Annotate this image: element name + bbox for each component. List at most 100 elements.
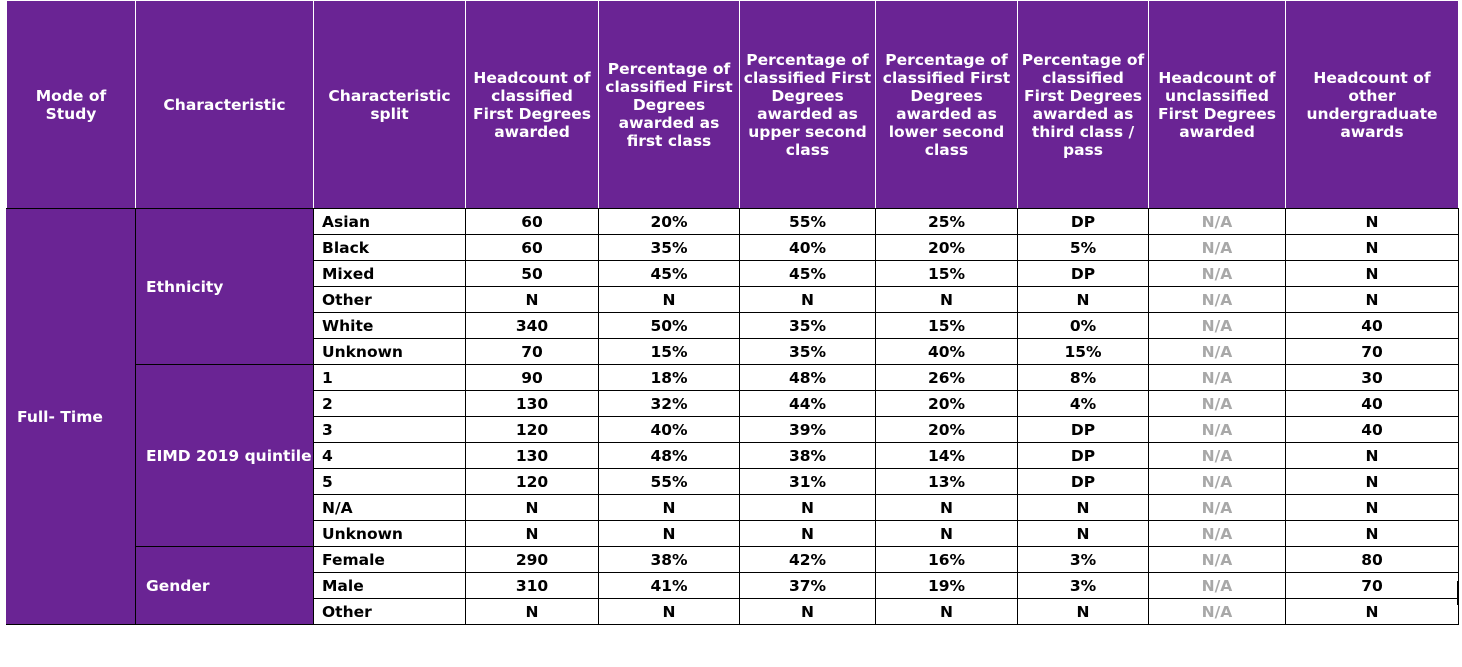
table-row: White 340 50% 35% 15% 0% N/A 40 bbox=[7, 312, 1459, 339]
value-cell: 26% bbox=[875, 364, 1018, 391]
value-cell: N bbox=[739, 494, 876, 521]
value-cell: 15% bbox=[875, 260, 1018, 287]
table-row: Mixed 50 45% 45% 15% DP N/A N bbox=[7, 260, 1459, 287]
characteristic-split-cell: 1 bbox=[313, 364, 466, 391]
value-cell: 3% bbox=[1017, 572, 1149, 599]
characteristic-split-cell: Other bbox=[313, 598, 466, 625]
value-cell: 50% bbox=[598, 312, 740, 339]
value-cell: 19% bbox=[875, 572, 1018, 599]
value-cell: N bbox=[875, 598, 1018, 625]
degree-outcomes-table: Mode of Study Characteristic Characteris… bbox=[6, 0, 1459, 625]
value-cell: 16% bbox=[875, 546, 1018, 573]
value-cell: N bbox=[1285, 494, 1459, 521]
value-cell: N bbox=[598, 598, 740, 625]
value-cell: N bbox=[1285, 208, 1459, 235]
value-cell: 40 bbox=[1285, 312, 1459, 339]
value-cell: 130 bbox=[465, 442, 599, 469]
value-cell: N bbox=[1285, 520, 1459, 547]
table-row: 4 130 48% 38% 14% DP N/A N bbox=[7, 442, 1459, 469]
value-cell: N bbox=[1017, 520, 1149, 547]
value-cell: N/A bbox=[1148, 208, 1286, 235]
characteristic-split-cell: Other bbox=[313, 286, 466, 313]
value-cell: N/A bbox=[1148, 494, 1286, 521]
value-cell: 3% bbox=[1017, 546, 1149, 573]
table-row: Full- Time Ethnicity Asian 60 20% 55% 25% DP N/A… bbox=[6, 208, 1459, 625]
value-cell: N bbox=[739, 598, 876, 625]
value-cell: N/A bbox=[1148, 364, 1286, 391]
characteristic-cell: EIMD 2019 quintile bbox=[135, 364, 314, 547]
table-row: 2 130 32% 44% 20% 4% N/A 40 bbox=[7, 390, 1459, 417]
value-cell: N bbox=[1017, 286, 1149, 313]
value-cell: 0% bbox=[1017, 312, 1149, 339]
value-cell: N bbox=[1285, 468, 1459, 495]
value-cell: 20% bbox=[875, 234, 1018, 261]
value-cell: 4% bbox=[1017, 390, 1149, 417]
value-cell: 35% bbox=[598, 234, 740, 261]
value-cell: 35% bbox=[739, 312, 876, 339]
value-cell: 290 bbox=[465, 546, 599, 573]
value-cell: 44% bbox=[739, 390, 876, 417]
characteristic-split-cell: Mixed bbox=[313, 260, 466, 287]
header-pct-first-class: Percentage of classified First Degrees a… bbox=[598, 0, 740, 209]
value-cell: 90 bbox=[465, 364, 599, 391]
value-cell: N/A bbox=[1148, 390, 1286, 417]
value-cell: 14% bbox=[875, 442, 1018, 469]
value-cell: 60 bbox=[465, 208, 599, 235]
value-cell: 32% bbox=[598, 390, 740, 417]
value-cell: N bbox=[1017, 494, 1149, 521]
header-row: Mode of Study Characteristic Characteris… bbox=[6, 0, 1459, 209]
header-mode-of-study: Mode of Study bbox=[6, 0, 136, 209]
value-cell: 45% bbox=[598, 260, 740, 287]
value-cell: 15% bbox=[598, 338, 740, 365]
value-cell: 15% bbox=[875, 312, 1018, 339]
table-row: Unknown N N N N N N/A N bbox=[7, 520, 1459, 547]
characteristic-split-cell: Asian bbox=[313, 208, 466, 235]
characteristic-split-cell: Female bbox=[313, 546, 466, 573]
value-cell: N/A bbox=[1148, 520, 1286, 547]
table-row: Gender Female 290 38% 42% 16% 3% N/A 80 bbox=[7, 546, 1459, 625]
value-cell: N bbox=[1285, 598, 1459, 625]
value-cell: N/A bbox=[1148, 416, 1286, 443]
value-cell: N/A bbox=[1148, 572, 1286, 599]
value-cell: 70 bbox=[1285, 338, 1459, 365]
value-cell: DP bbox=[1017, 416, 1149, 443]
value-cell: N bbox=[739, 286, 876, 313]
value-cell: N bbox=[1017, 598, 1149, 625]
header-characteristic: Characteristic bbox=[135, 0, 314, 209]
value-cell: 30 bbox=[1285, 364, 1459, 391]
value-cell: 5% bbox=[1017, 234, 1149, 261]
value-cell: N/A bbox=[1148, 234, 1286, 261]
value-cell: N bbox=[1285, 286, 1459, 313]
table-row: Black 60 35% 40% 20% 5% N/A N bbox=[7, 234, 1459, 261]
value-cell: 42% bbox=[739, 546, 876, 573]
characteristic-split-cell: 5 bbox=[313, 468, 466, 495]
value-cell: 48% bbox=[739, 364, 876, 391]
value-cell: N bbox=[739, 520, 876, 547]
header-pct-lower-second: Percentage of classified First Degrees a… bbox=[875, 0, 1018, 209]
value-cell: 31% bbox=[739, 468, 876, 495]
table-wrapper: Mode of Study Characteristic Characteris… bbox=[6, 0, 1459, 625]
table-row: Male 310 41% 37% 19% 3% N/A 70 bbox=[7, 572, 1459, 599]
value-cell: N bbox=[875, 520, 1018, 547]
value-cell: 40% bbox=[598, 416, 740, 443]
value-cell: 340 bbox=[465, 312, 599, 339]
value-cell: DP bbox=[1017, 442, 1149, 469]
value-cell: N/A bbox=[1148, 468, 1286, 495]
value-cell: N/A bbox=[1148, 598, 1286, 625]
value-cell: 50 bbox=[465, 260, 599, 287]
characteristic-split-cell: N/A bbox=[313, 494, 466, 521]
value-cell: 35% bbox=[739, 338, 876, 365]
characteristic-split-cell: Black bbox=[313, 234, 466, 261]
characteristic-split-cell: Unknown bbox=[313, 338, 466, 365]
value-cell: N bbox=[1285, 442, 1459, 469]
value-cell: 80 bbox=[1285, 546, 1459, 573]
value-cell: 25% bbox=[875, 208, 1018, 235]
value-cell: 20% bbox=[598, 208, 740, 235]
characteristic-split-cell: Male bbox=[313, 572, 466, 599]
table-row: Other N N N N N N/A N bbox=[7, 286, 1459, 313]
header-pct-third-pass: Percentage of classified First Degrees a… bbox=[1017, 0, 1149, 209]
header-headcount-other-ug: Headcount of other undergraduate awards bbox=[1285, 0, 1459, 209]
value-cell: 130 bbox=[465, 390, 599, 417]
characteristic-split-cell: 4 bbox=[313, 442, 466, 469]
table-row: N/A N N N N N N/A N bbox=[7, 494, 1459, 521]
